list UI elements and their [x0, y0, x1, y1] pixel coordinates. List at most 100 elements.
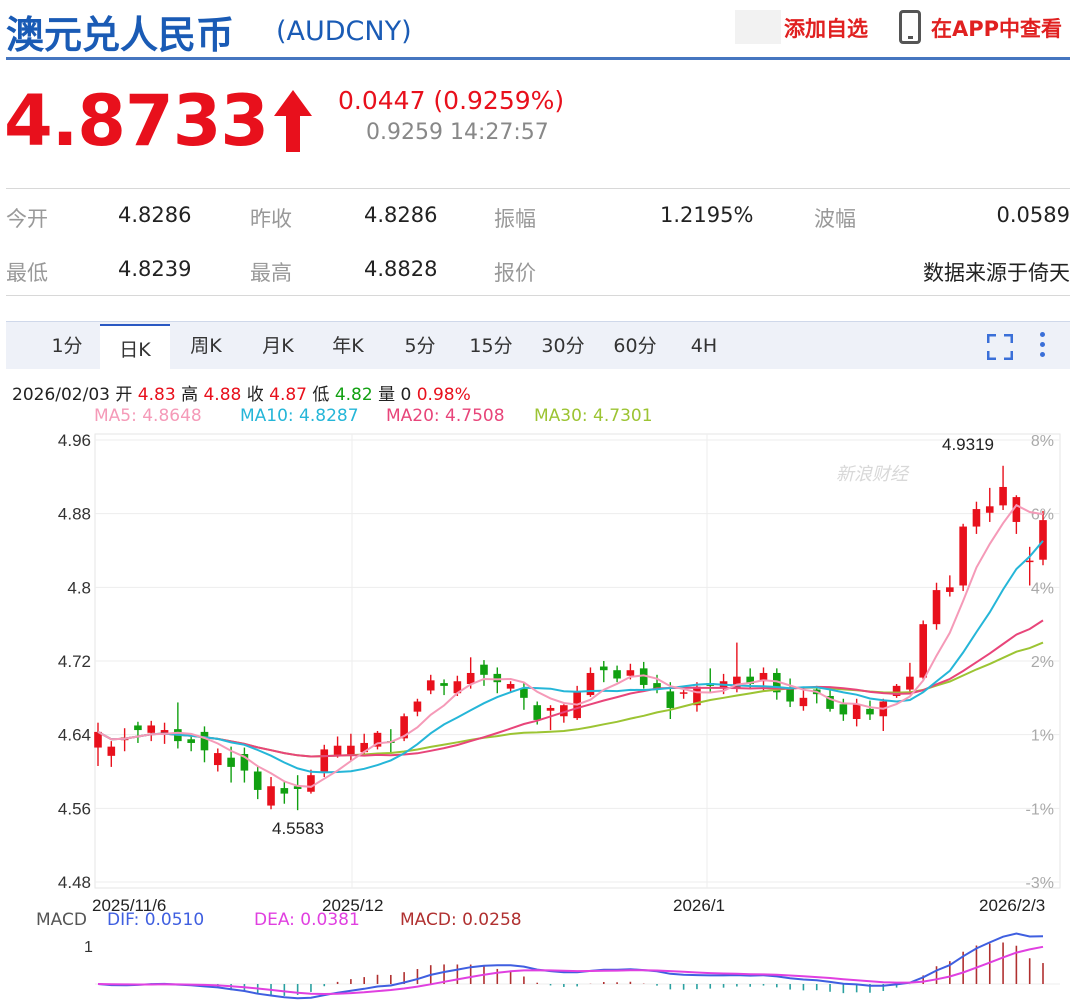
add-watch-icon[interactable] [735, 10, 781, 44]
y-tick-label: 4.56 [58, 799, 91, 818]
page-title: 澳元兑人民币 [6, 13, 235, 57]
candle-body [466, 672, 475, 685]
candle-body [267, 786, 275, 806]
stat-low-label: 最低 [6, 261, 48, 285]
candle-body [906, 676, 914, 690]
candle-body [293, 786, 302, 789]
header: 澳元兑人民币 (AUDCNY) 添加自选 在APP中查看 [0, 0, 1080, 58]
candle-body [546, 707, 555, 711]
ma20-legend: MA20: 4.7508 [386, 406, 505, 426]
add-watch-button[interactable]: 添加自选 [784, 17, 868, 41]
period-tabs: 1分 日K 周K 月K 年K 5分 15分 30分 60分 4H [6, 321, 1070, 370]
tab-monthly[interactable]: 月K [262, 335, 294, 357]
dif-legend: DIF: 0.0510 [107, 910, 205, 930]
tab-4h[interactable]: 4H [690, 335, 718, 357]
candle-body [999, 486, 1007, 506]
candle-body [413, 701, 422, 712]
stat-low-value: 4.8239 [118, 257, 192, 281]
stats-panel: 今开 4.8286 昨收 4.8286 振幅 1.2195% 波幅 0.0589… [6, 188, 1070, 296]
price-subline: 0.9259 14:27:57 [366, 120, 549, 145]
y-tick-label: 4.88 [58, 505, 91, 524]
candle-body [679, 692, 688, 694]
stat-amplitude-label: 振幅 [494, 207, 536, 231]
macd-tick-label: 1 [84, 939, 93, 956]
dif-line [97, 932, 1044, 1000]
candle-body [626, 670, 635, 676]
candle-body [440, 683, 448, 686]
candle-body [1039, 520, 1047, 560]
ohlc-info: 2026/02/03 开 4.83 高 4.88 收 4.87 低 4.82 量… [12, 380, 471, 405]
y-tick-label: 4.72 [58, 652, 91, 671]
more-icon[interactable] [1040, 332, 1046, 362]
candle-body [560, 705, 568, 717]
candle-body [733, 676, 741, 689]
candle-body [213, 753, 222, 766]
info-pct: 0.98% [416, 385, 471, 405]
fullscreen-icon[interactable] [987, 334, 1013, 360]
stat-quote-label: 报价 [494, 261, 536, 285]
candle-body [360, 742, 368, 753]
candle-body [666, 691, 675, 708]
candle-body [160, 730, 169, 735]
candle-body [187, 739, 195, 743]
candle-body [746, 676, 754, 685]
candle-body [759, 672, 768, 682]
candle-body [240, 754, 249, 771]
ma10-line [97, 540, 1044, 774]
candle-body [773, 672, 781, 693]
pct-tick-label: 1% [1031, 728, 1054, 745]
tab-60min[interactable]: 60分 [613, 335, 657, 357]
candle-body [506, 684, 515, 689]
min-price-label: 4.5583 [272, 819, 324, 838]
candle-body [453, 681, 462, 694]
candle-body [493, 673, 502, 683]
pct-tick-label: -3% [1026, 875, 1054, 892]
tab-daily[interactable]: 日K [100, 324, 170, 370]
candle-body [280, 788, 289, 794]
candle-body [1025, 560, 1034, 563]
candle-body [426, 680, 435, 691]
stat-range-label: 波幅 [814, 207, 856, 231]
info-low: 4.82 [334, 385, 373, 405]
y-tick-label: 4.48 [58, 873, 91, 892]
candle-body [946, 587, 954, 592]
info-vol-label: 量 [378, 385, 396, 405]
macd-label: MACD [36, 910, 87, 930]
phone-icon [899, 10, 921, 44]
candle-body [985, 506, 994, 513]
ma30-legend: MA30: 4.7301 [534, 406, 653, 426]
candle-body [852, 704, 861, 720]
candle-body [972, 509, 981, 527]
tab-1min[interactable]: 1分 [51, 335, 83, 357]
stat-prevclose-label: 昨收 [250, 207, 292, 231]
info-low-label: 低 [312, 385, 330, 405]
tab-weekly[interactable]: 周K [190, 335, 222, 357]
candle-body [639, 668, 648, 685]
tab-5min[interactable]: 5分 [404, 335, 436, 357]
candle-body [892, 685, 901, 696]
x-tick-label: 2026/1 [673, 896, 725, 915]
stat-high-value: 4.8828 [364, 257, 438, 281]
info-close: 4.87 [269, 385, 307, 405]
header-divider [6, 57, 1070, 60]
tab-30min[interactable]: 30分 [541, 335, 585, 357]
info-high-label: 高 [181, 385, 199, 405]
y-tick-label: 4.8 [67, 578, 91, 597]
candle-body [786, 687, 794, 702]
stat-high-label: 最高 [250, 261, 292, 285]
tab-15min[interactable]: 15分 [469, 335, 513, 357]
view-in-app-button[interactable]: 在APP中查看 [931, 17, 1063, 41]
ma20-line [97, 619, 1044, 758]
candle-body [400, 716, 408, 739]
stat-open-label: 今开 [6, 207, 48, 231]
candle-body [932, 590, 941, 625]
pct-tick-label: -1% [1026, 801, 1054, 818]
candle-body [253, 771, 262, 790]
info-close-label: 收 [246, 385, 264, 405]
stat-data-source: 数据来源于倚天 [923, 261, 1070, 285]
candle-body [533, 705, 542, 720]
tab-yearly[interactable]: 年K [332, 335, 364, 357]
stat-prevclose-value: 4.8286 [364, 203, 438, 227]
candle-body [200, 731, 209, 751]
